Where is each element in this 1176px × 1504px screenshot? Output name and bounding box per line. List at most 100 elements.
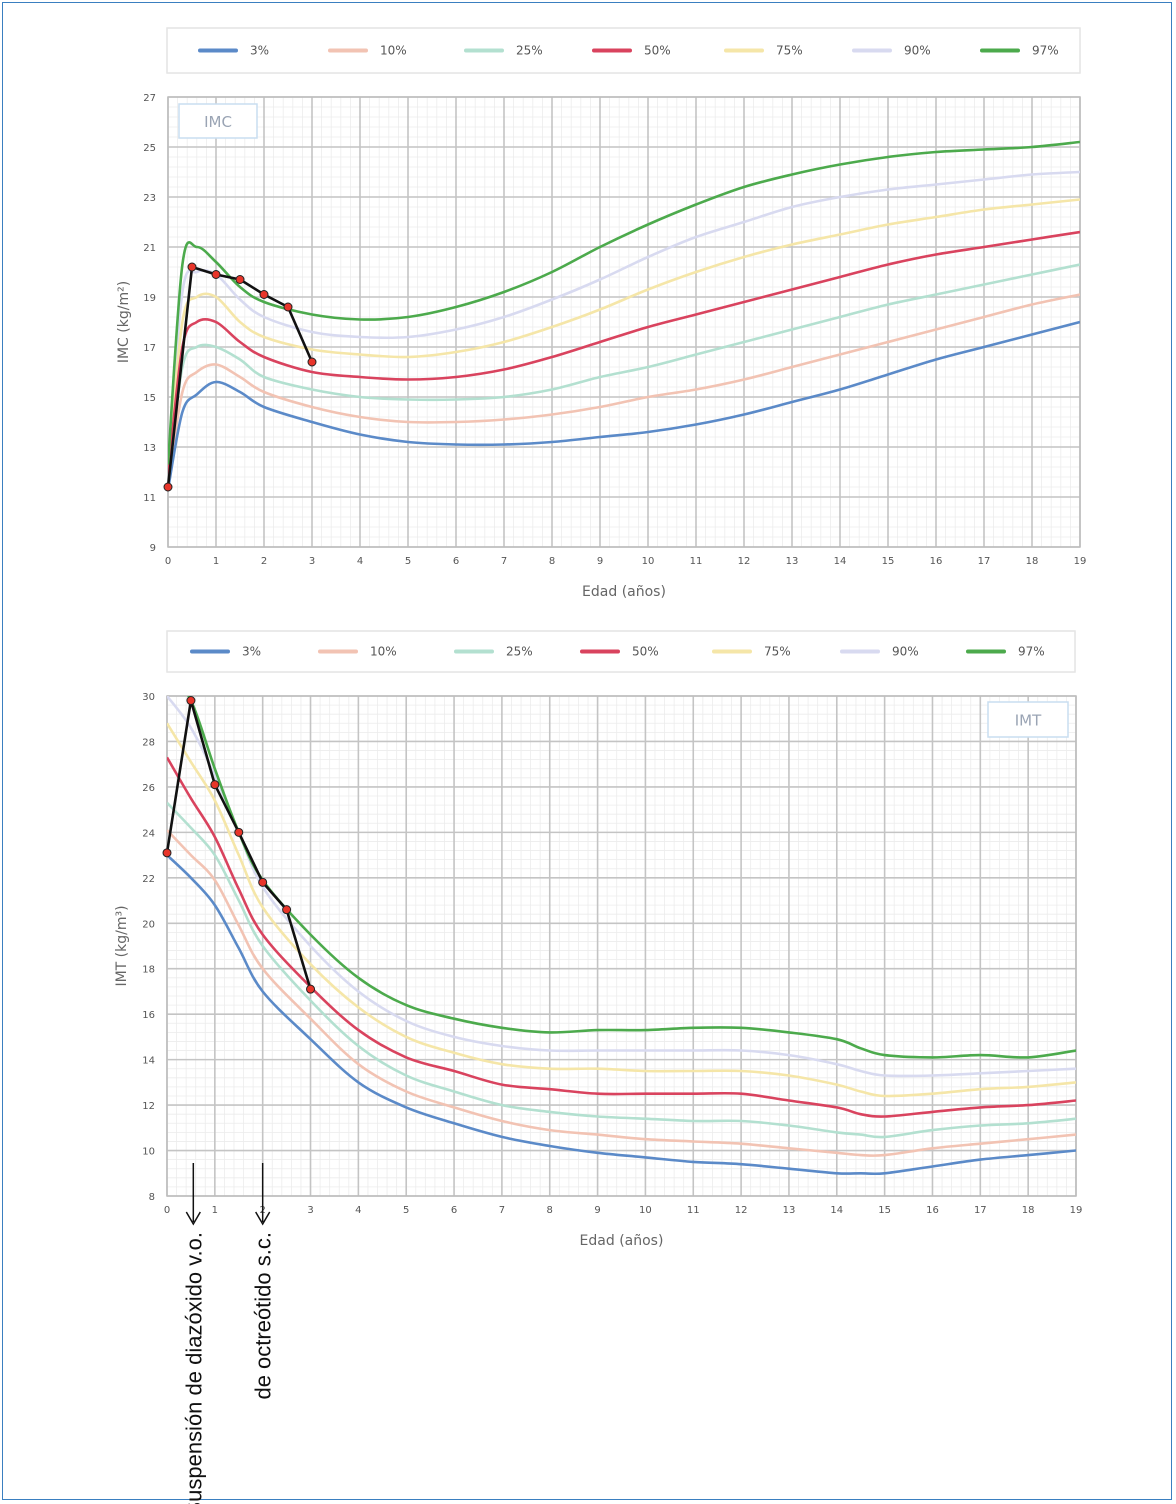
y-tick-label: 15: [143, 393, 156, 404]
annotation-label: Suspensión de diazóxido v.o.: [181, 1232, 206, 1504]
percentile-line-90pct: [167, 696, 1076, 1078]
y-tick-label: 30: [142, 692, 155, 703]
chart-tag: IMC: [204, 113, 232, 131]
x-tick-label: 13: [786, 556, 799, 567]
patient-point: [234, 827, 244, 837]
legend-label: 3%: [250, 44, 269, 58]
legend-label: 25%: [516, 44, 543, 58]
legend-label: 75%: [764, 645, 791, 659]
legend-label: 75%: [776, 44, 803, 58]
x-tick-label: 13: [783, 1205, 796, 1216]
x-tick-label: 5: [403, 1205, 409, 1216]
patient-point: [307, 357, 317, 367]
patient-point: [235, 275, 245, 284]
patient-point: [211, 270, 221, 279]
legend-label: 25%: [506, 645, 533, 659]
y-tick-label: 8: [149, 1192, 155, 1203]
legend: 3% 10% 25% 50% 75% 90% 97%: [166, 630, 1076, 673]
x-axis-label: Edad (años): [582, 584, 666, 600]
y-tick-label: 26: [142, 783, 155, 794]
x-tick-label: 14: [834, 556, 847, 567]
x-tick-label: 1: [213, 556, 219, 567]
legend-label: 90%: [892, 645, 919, 659]
legend-label: 97%: [1018, 645, 1045, 659]
y-tick-label: 22: [142, 874, 155, 885]
x-tick-label: 0: [165, 556, 171, 567]
legend: 3% 10% 25% 50% 75% 90% 97%: [166, 27, 1081, 74]
series-group: [167, 696, 1076, 1176]
x-tick-label: 0: [164, 1205, 170, 1216]
y-tick-label: 20: [142, 919, 155, 930]
legend-box: [166, 630, 1076, 673]
percentile-line-75pct: [167, 722, 1076, 1098]
x-tick-label: 8: [547, 1205, 553, 1216]
annotation-arrow-head: [185, 1211, 201, 1226]
plot-border: [166, 695, 1077, 1197]
patient-point: [282, 905, 292, 915]
y-tick-label: 16: [142, 1010, 155, 1021]
x-tick-label: 19: [1074, 556, 1087, 567]
x-tick-label: 10: [639, 1205, 652, 1216]
patient-point: [186, 696, 196, 706]
x-tick-label: 3: [309, 556, 315, 567]
y-tick-label: 17: [143, 343, 156, 354]
x-tick-label: 9: [594, 1205, 600, 1216]
x-tick-label: 16: [926, 1205, 939, 1216]
x-tick-label: 8: [549, 556, 555, 567]
plot-border: [167, 96, 1081, 548]
percentile-line-25pct: [168, 263, 1080, 483]
x-tick-label: 10: [642, 556, 655, 567]
legend-box: [166, 27, 1081, 74]
x-tick-label: 2: [261, 556, 267, 567]
y-tick-label: 9: [150, 543, 156, 554]
legend-label: 10%: [370, 645, 397, 659]
percentile-line-3pct: [167, 854, 1076, 1176]
x-tick-label: 11: [687, 1205, 700, 1216]
x-tick-label: 15: [878, 1205, 891, 1216]
y-tick-label: 21: [143, 243, 156, 254]
x-tick-label: 4: [355, 1205, 361, 1216]
y-tick-label: 13: [143, 443, 156, 454]
x-tick-label: 16: [930, 556, 943, 567]
x-tick-label: 18: [1026, 556, 1039, 567]
y-tick-label: 14: [142, 1056, 155, 1067]
x-axis-label: Edad (años): [580, 1233, 664, 1249]
y-tick-label: 23: [143, 193, 156, 204]
x-tick-label: 1: [212, 1205, 218, 1216]
percentile-line-50pct: [168, 230, 1080, 478]
legend-label: 10%: [380, 44, 407, 58]
x-tick-label: 7: [501, 556, 507, 567]
x-tick-label: 5: [405, 556, 411, 567]
x-tick-label: 6: [451, 1205, 457, 1216]
chart-tag-box: [987, 701, 1069, 738]
patient-point: [162, 848, 172, 858]
x-tick-label: 9: [597, 556, 603, 567]
x-tick-label: 17: [978, 556, 991, 567]
x-tick-label: 4: [357, 556, 363, 567]
percentile-line-10pct: [167, 829, 1076, 1157]
imt-chart: 3% 10% 25% 50% 75% 90% 97% 0 12 3 4 5 6 7 8 9 10 11 12 13 14…: [114, 630, 1082, 1504]
x-tick-label: 11: [690, 556, 703, 567]
y-tick-label: 10: [142, 1147, 155, 1158]
grid: [166, 695, 1077, 1197]
legend-label: 90%: [904, 44, 931, 58]
y-tick-label: 24: [142, 828, 155, 839]
y-axis-label: IMT (kg/m³): [114, 905, 130, 986]
imc-chart: 3% 10% 25% 50% 75% 90% 97%0 1 2 3 4 5 6 7 8 9 10 11 12 13 14…: [116, 27, 1087, 600]
series-group: [168, 140, 1080, 490]
legend-label: 97%: [1032, 44, 1059, 58]
x-tick-label: 12: [735, 1205, 748, 1216]
percentile-line-97pct: [168, 140, 1080, 465]
grid: [167, 96, 1081, 548]
patient-point: [258, 877, 268, 887]
y-tick-label: 11: [143, 493, 156, 504]
x-tick-label: 12: [738, 556, 751, 567]
annotation-arrow-head: [255, 1211, 271, 1226]
x-tick-label: 15: [882, 556, 895, 567]
patient-point: [187, 262, 197, 272]
x-tick-label: 6: [453, 556, 459, 567]
legend-label: 3%: [242, 645, 261, 659]
patient-point: [210, 780, 220, 790]
x-tick-label: 3: [307, 1205, 313, 1216]
